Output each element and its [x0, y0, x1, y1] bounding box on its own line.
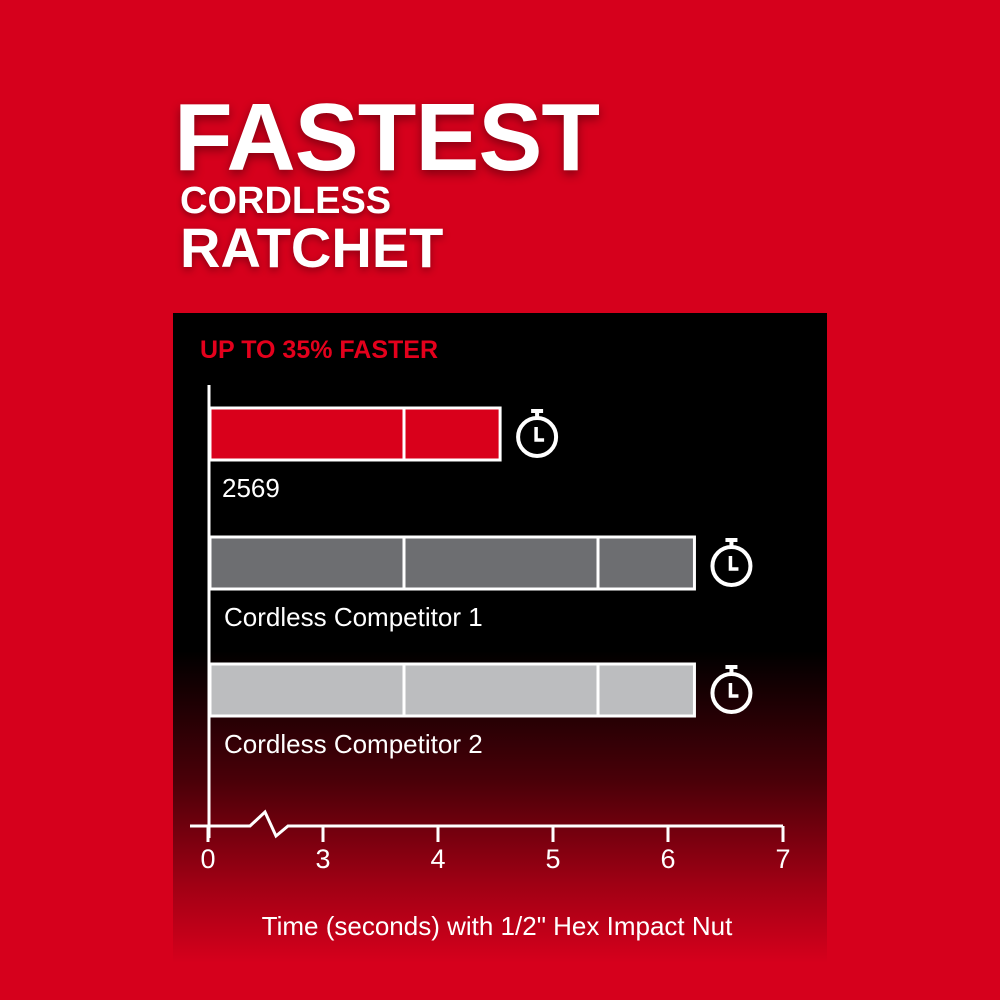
- x-axis-line: [190, 809, 783, 839]
- x-tick-label: 3: [315, 844, 330, 874]
- bar-label: Cordless Competitor 1: [224, 602, 483, 632]
- x-axis-label: Time (seconds) with 1/2" Hex Impact Nut: [262, 911, 733, 941]
- bar: [208, 662, 696, 718]
- headline-ratchet: RATCHET: [180, 216, 444, 279]
- stopwatch-icon: [710, 665, 753, 714]
- x-tick-label: 0: [200, 844, 215, 874]
- x-tick-label: 6: [660, 844, 675, 874]
- stopwatch-hands: [728, 556, 739, 571]
- bar-group: 2569: [208, 406, 559, 503]
- stopwatch-hands: [728, 683, 739, 698]
- x-tick-label: 7: [775, 844, 790, 874]
- chart-title: UP TO 35% FASTER: [200, 336, 438, 364]
- stopwatch-icon: [710, 538, 753, 587]
- bar: [208, 535, 696, 591]
- bar-group: Cordless Competitor 1: [208, 535, 753, 632]
- stopwatch-hands: [534, 427, 545, 442]
- headline-cordless: CORDLESS: [180, 180, 392, 222]
- stopwatch-icon: [516, 409, 559, 458]
- x-tick-label: 4: [430, 844, 445, 874]
- bar-group: Cordless Competitor 2: [208, 662, 753, 759]
- bar-label: 2569: [222, 473, 280, 503]
- bar: [208, 406, 502, 462]
- headline-fastest: FASTEST: [174, 84, 600, 191]
- x-tick-label: 5: [545, 844, 560, 874]
- bar-label: Cordless Competitor 2: [224, 729, 483, 759]
